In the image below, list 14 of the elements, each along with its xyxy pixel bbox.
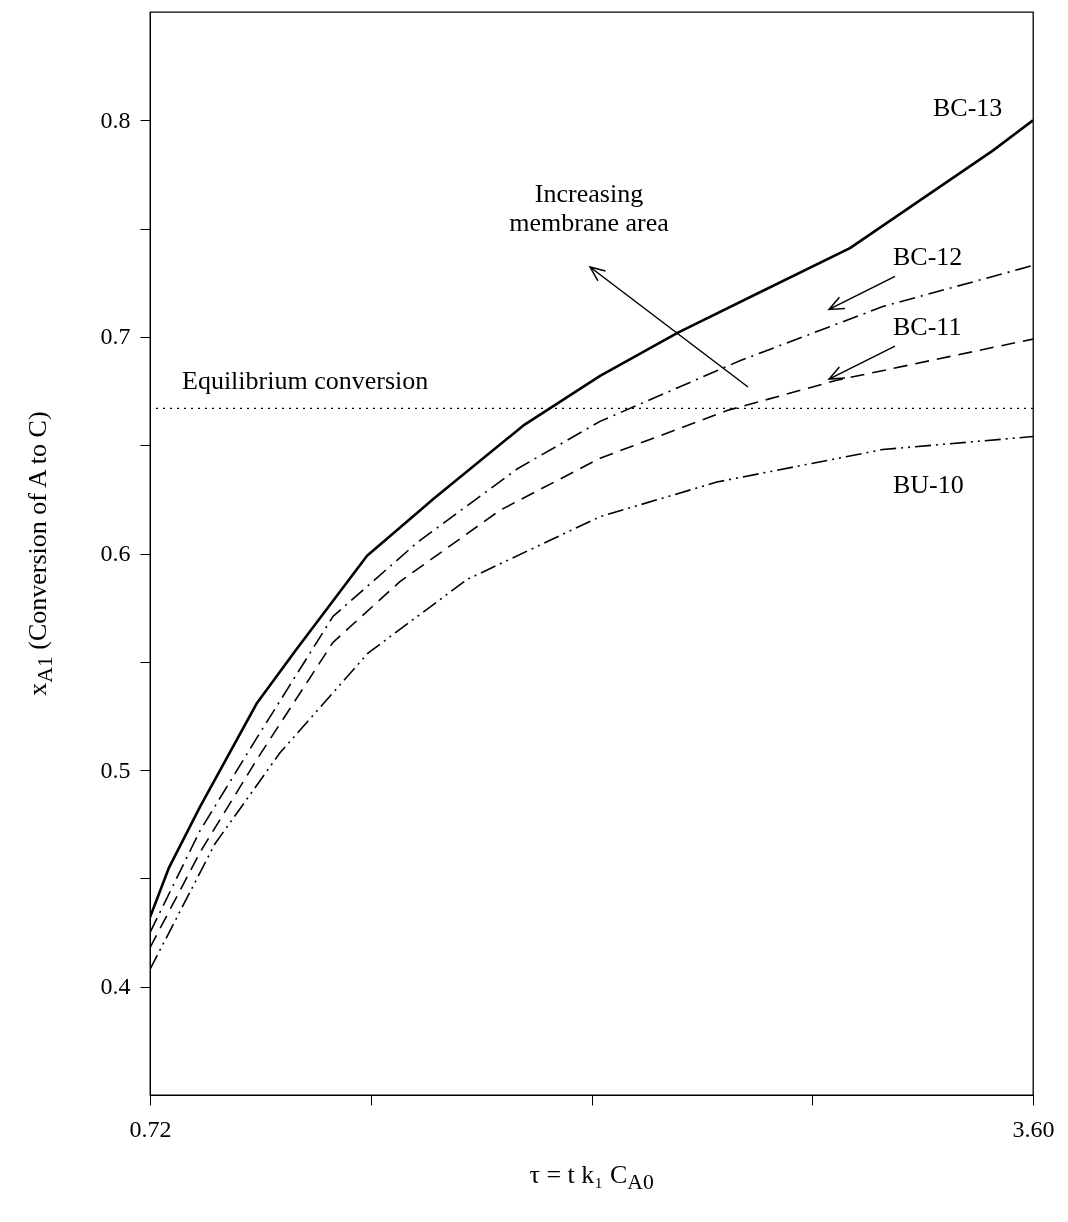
y-tick-label: 0.4 (100, 973, 131, 1000)
y-tick-label: 0.6 (100, 540, 131, 566)
series-label: BC-11 (893, 312, 962, 342)
series-label: BC-13 (933, 93, 1003, 123)
series-label: BC-12 (893, 242, 963, 272)
x-tick-label: 3.60 (1012, 1115, 1055, 1142)
x-axis-title: τ = t k₁ C$_{A0}$ (529, 1160, 654, 1196)
x-tick-label: 0.72 (129, 1115, 172, 1142)
y-tick-label: 0.5 (100, 756, 131, 783)
series-label: BU-10 (893, 469, 964, 499)
annotation: Increasing membrane area (508, 179, 670, 238)
ref-line-label: Equilibrium conversion (182, 366, 429, 396)
y-tick-label: 0.7 (100, 323, 131, 350)
y-tick-label: 0.8 (100, 106, 131, 133)
